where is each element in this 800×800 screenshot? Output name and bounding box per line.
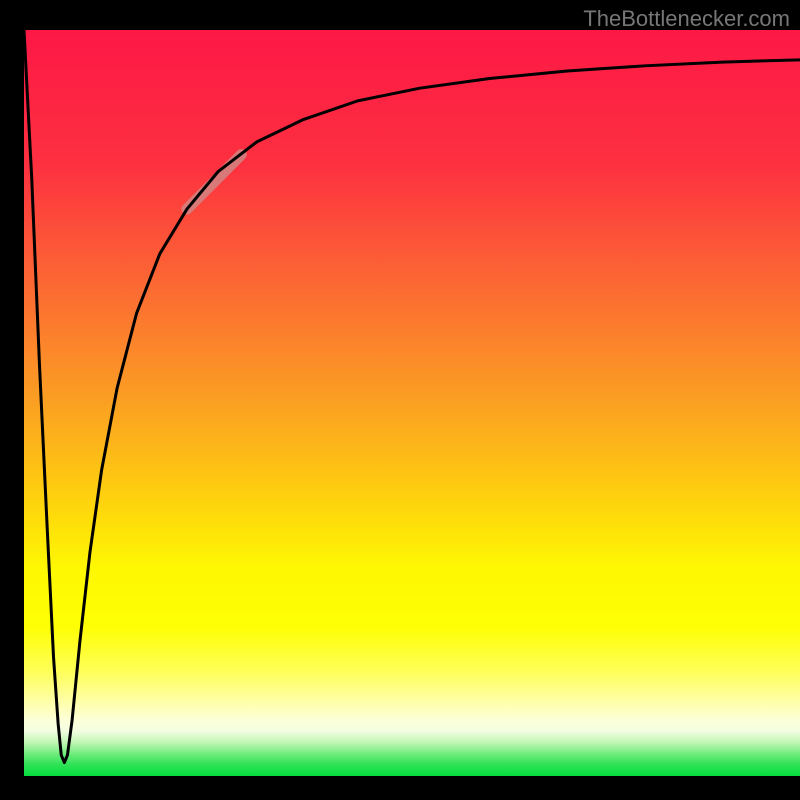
chart-container: TheBottlenecker.com xyxy=(0,0,800,800)
plot-background-gradient xyxy=(24,30,800,776)
bottleneck-chart xyxy=(0,0,800,800)
watermark-text: TheBottlenecker.com xyxy=(583,6,790,32)
